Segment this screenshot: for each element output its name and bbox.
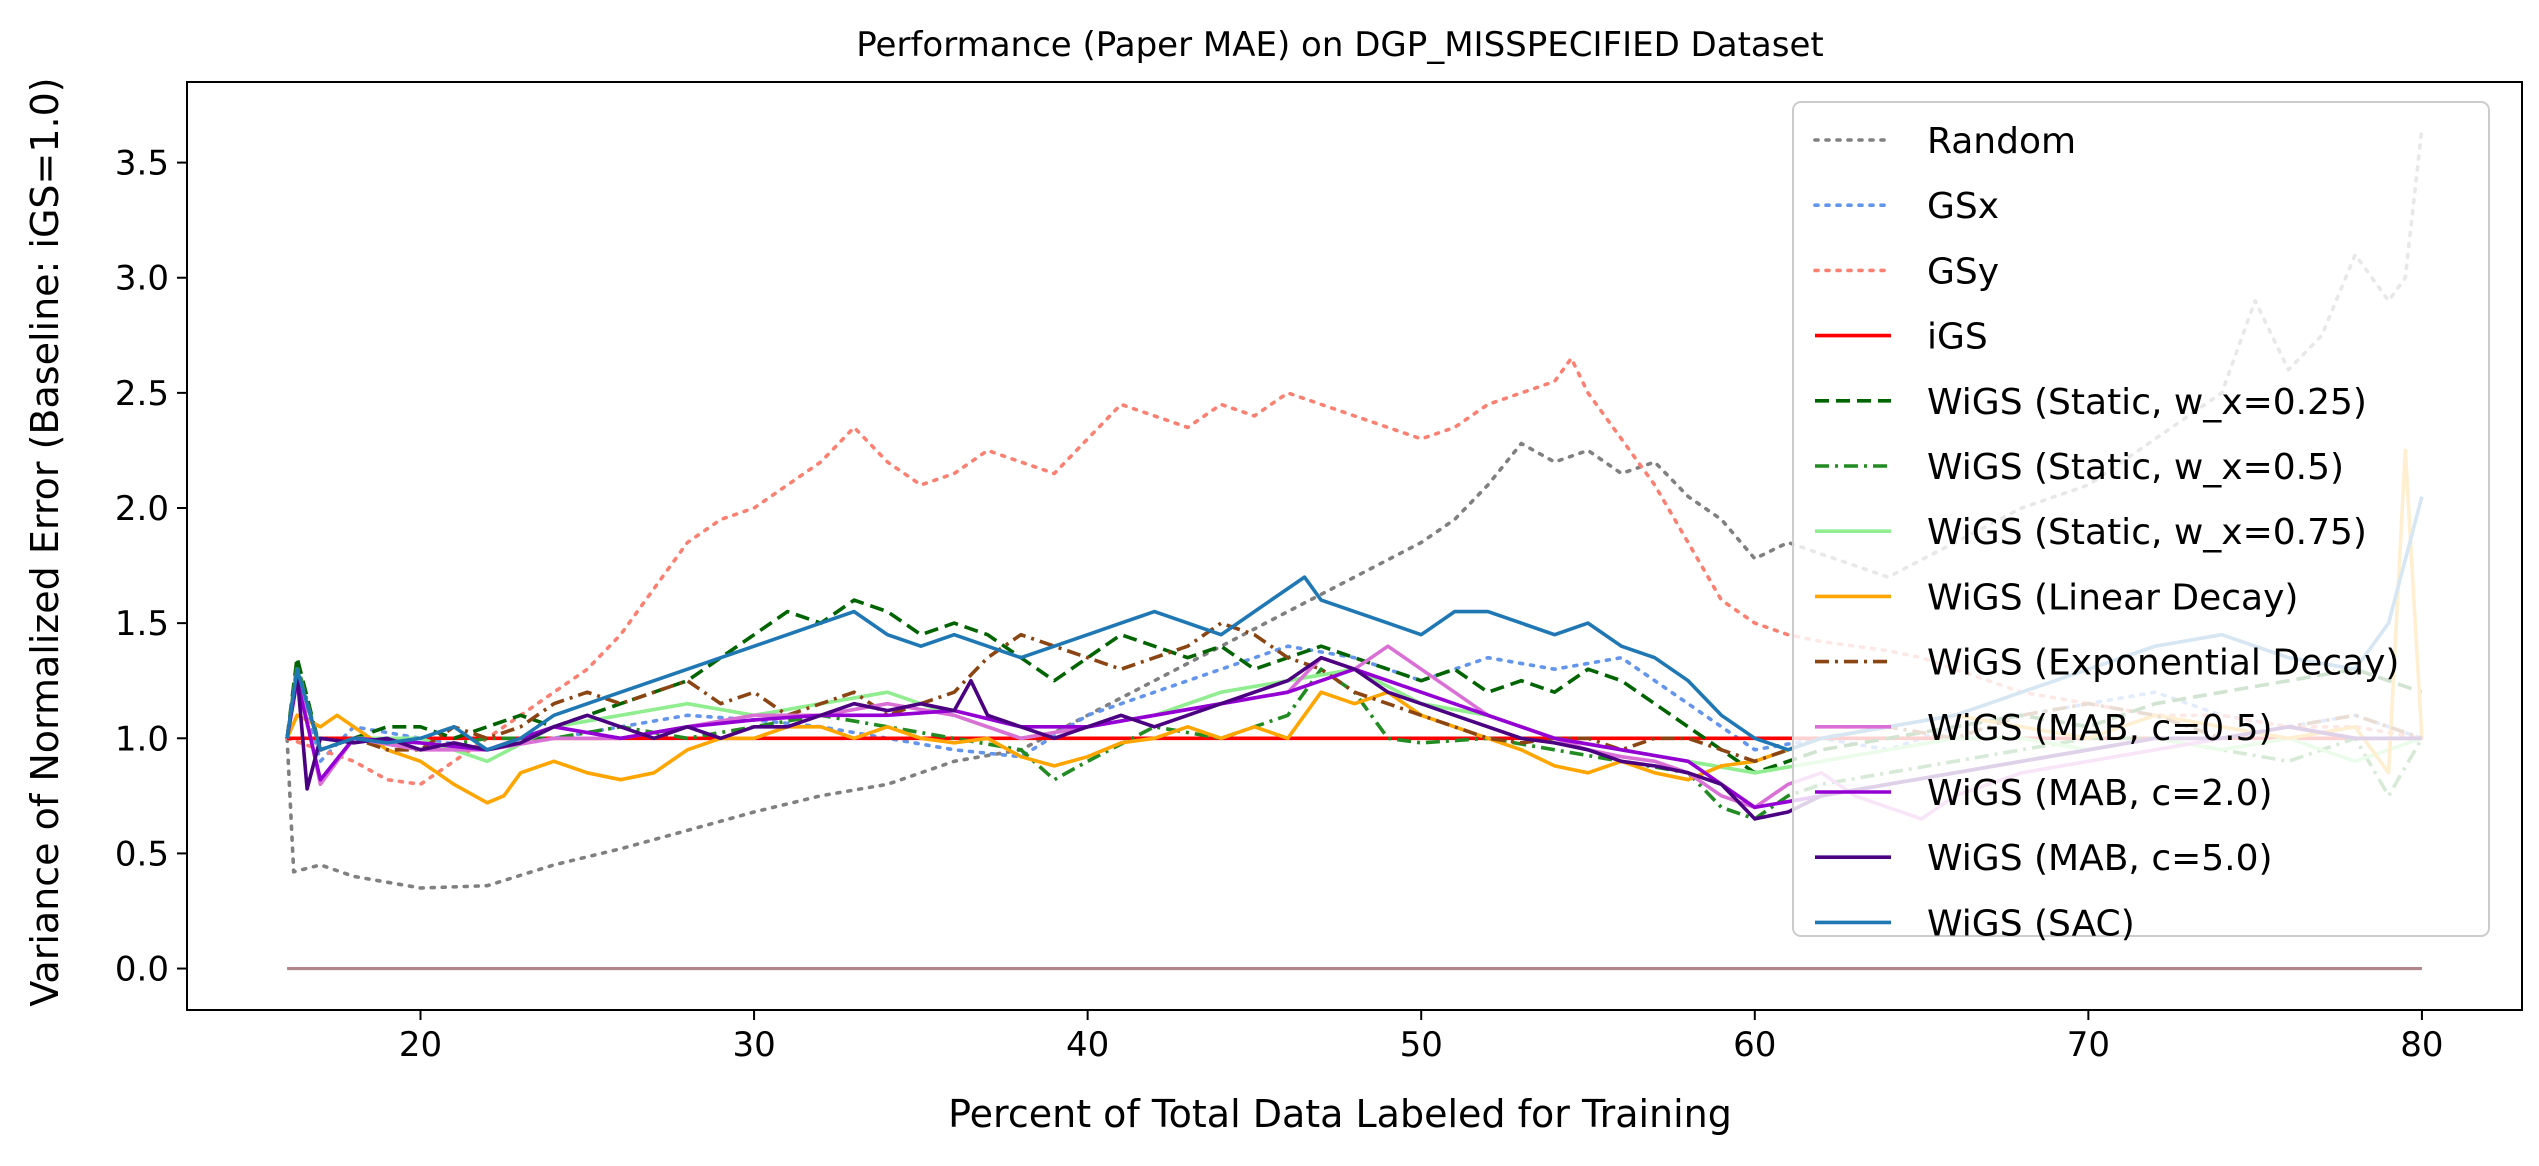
x-axis: 20 30 40 50 60 70 80 — [399, 1010, 2444, 1065]
legend-label-wigs-sac: WiGS (SAC) — [1927, 903, 2135, 944]
legend-label-wigs-static-w-x-0-5: WiGS (Static, w_x=0.5) — [1927, 447, 2344, 488]
legend-label-random: Random — [1927, 121, 2076, 162]
y-tick-label: 3.5 — [115, 144, 169, 184]
legend: Random GSx GSy iGS WiGS (Static, w_x=0.25) Wi… — [1792, 101, 2490, 944]
series-line-gsy — [285, 356, 2424, 787]
y-axis: 0.0 0.5 1.0 1.5 2.0 2.5 3.0 3.5 — [115, 144, 187, 990]
series-line-random — [285, 126, 2424, 890]
legend-label-wigs-static-w-x-0-25: WiGS (Static, w_x=0.25) — [1927, 382, 2367, 423]
x-tick-label: 70 — [2067, 1025, 2110, 1065]
y-tick-label: 1.5 — [115, 604, 169, 644]
y-tick-label: 1.0 — [115, 719, 169, 759]
legend-label-gsx: GSx — [1927, 186, 1999, 227]
legend-label-wigs-static-w-x-0-75: WiGS (Static, w_x=0.75) — [1927, 512, 2367, 553]
y-tick-label: 2.0 — [115, 489, 169, 529]
legend-label-igs: iGS — [1927, 317, 1988, 358]
y-tick-label: 3.0 — [115, 259, 169, 299]
y-tick-label: 2.5 — [115, 374, 169, 414]
x-tick-label: 40 — [1066, 1025, 1109, 1065]
y-tick-label: 0.0 — [115, 950, 169, 990]
legend-label-wigs-mab-c-2-0: WiGS (MAB, c=2.0) — [1927, 773, 2273, 814]
x-tick-label: 20 — [399, 1025, 442, 1065]
plot-frame — [186, 81, 2523, 1011]
y-tick-label: 0.5 — [115, 834, 169, 874]
x-tick-label: 80 — [2400, 1025, 2443, 1065]
x-tick-label: 50 — [1400, 1025, 1443, 1065]
legend-label-wigs-mab-c-5-0: WiGS (MAB, c=5.0) — [1927, 838, 2273, 879]
legend-label-wigs-exponential-decay: WiGS (Exponential Decay) — [1927, 643, 2399, 684]
legend-box — [1792, 101, 2490, 937]
legend-label-wigs-mab-c-0-5: WiGS (MAB, c=0.5) — [1927, 708, 2273, 749]
x-axis-label: Percent of Total Data Labeled for Traini… — [948, 1092, 1732, 1136]
legend-label-gsy: GSy — [1927, 251, 1999, 292]
legend-label-wigs-linear-decay: WiGS (Linear Decay) — [1927, 577, 2298, 618]
chart-title: Performance (Paper MAE) on DGP_MISSPECIF… — [856, 25, 1823, 65]
x-tick-label: 60 — [1733, 1025, 1776, 1065]
x-tick-label: 30 — [732, 1025, 775, 1065]
y-axis-label: Variance of Normalized Error (Baseline: … — [23, 77, 67, 1006]
